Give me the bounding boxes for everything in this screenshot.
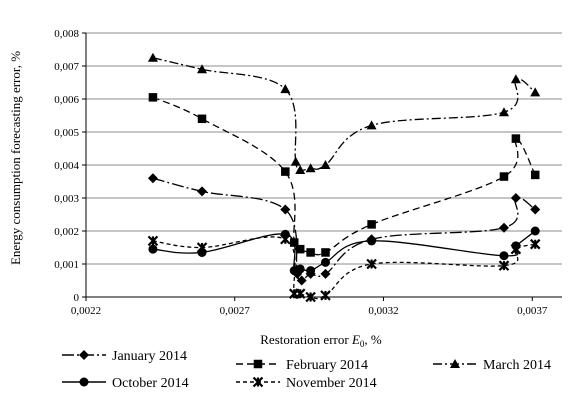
legend-marker [79,377,89,387]
data-point [148,93,158,102]
legend-item: January 2014 [62,349,187,364]
x-tick-label: 0,0022 [71,305,101,317]
y-tick-label: 0,005 [54,127,79,139]
data-point [320,160,331,169]
x-axis-title-subscript: 0 [360,339,365,349]
data-point [197,64,208,74]
data-point [197,186,208,197]
x-axis-title-suffix: , % [364,332,382,347]
x-tick-label: 0,0037 [517,305,548,317]
data-point [147,235,159,247]
legend-marker [252,376,264,388]
y-tick-label: 0,004 [54,160,79,172]
x-axis-title: Restoration error E0, % [260,332,382,349]
y-tick-label: 0,008 [54,28,79,40]
data-point [296,275,307,286]
x-tick-label: 0,0032 [368,305,398,317]
x-tick-labels: 0,0022 0,0027 0,0032 0,0037 [71,297,548,317]
legend-label: October 2014 [112,376,189,391]
legend-item: March 2014 [433,358,551,373]
data-point [290,156,301,166]
data-point [281,167,290,176]
legend-item: October 2014 [62,376,189,391]
data-point [498,222,509,233]
data-point [530,170,540,180]
y-tick-label: 0,007 [54,61,79,73]
data-point [366,258,377,270]
x-axis-title-prefix: Restoration error [260,332,352,347]
data-point [510,74,521,84]
data-point [305,291,316,303]
y-tick-label: 0,003 [54,193,79,205]
legend-label: November 2014 [286,376,377,391]
data-point [294,288,306,299]
x-axis-title-symbol: E [351,332,360,347]
data-point [295,244,305,254]
data-point [305,163,316,173]
data-point [530,226,540,236]
x-tick-label: 0,0027 [220,305,251,317]
legend-label: February 2014 [286,358,368,373]
data-point [290,238,299,247]
y-tick-label: 0,006 [54,94,79,106]
data-point [510,193,521,203]
data-point [498,107,509,117]
data-point [499,251,509,261]
legend-label: March 2014 [483,358,551,373]
legend: January 2014 February 2014 March 2014 Octob… [62,349,551,391]
data-point [366,120,377,130]
data-point [148,244,158,254]
data-point [530,204,541,215]
data-point [306,266,316,276]
data-point [510,243,522,255]
data-point [320,268,331,279]
data-point [367,236,377,246]
data-point [511,134,521,143]
series-markers [147,52,541,303]
y-axis-title: Energy consumption forecasting error, % [8,51,23,265]
grid [86,32,562,265]
data-point [147,173,158,184]
series-line-1 [152,96,536,256]
y-tick-label: 0,001 [54,259,79,271]
y-tick-label: 0,002 [54,226,79,238]
data-point [197,114,207,124]
data-point [498,260,510,271]
legend-label: January 2014 [112,349,187,364]
legend-marker [79,350,89,360]
legend-item: February 2014 [236,358,368,373]
data-point [320,290,331,301]
data-point [306,248,315,257]
data-point [367,220,376,229]
data-point [499,172,509,181]
data-point [147,52,158,62]
legend-marker [253,359,263,369]
data-point [196,242,208,253]
data-point [530,87,541,97]
data-point [320,257,330,267]
data-point [280,84,291,94]
data-point [295,264,305,274]
legend-item: November 2014 [236,376,377,391]
y-tick-labels: 0 0,001 0,002 0,003 0,004 0,005 0,006 0,007 0,00… [54,28,86,304]
data-point [280,233,291,245]
data-point [321,248,330,257]
legend-marker [450,359,460,368]
y-tick-label: 0 [74,292,80,304]
data-point [280,204,291,215]
data-point [295,164,306,174]
data-point [529,238,541,250]
